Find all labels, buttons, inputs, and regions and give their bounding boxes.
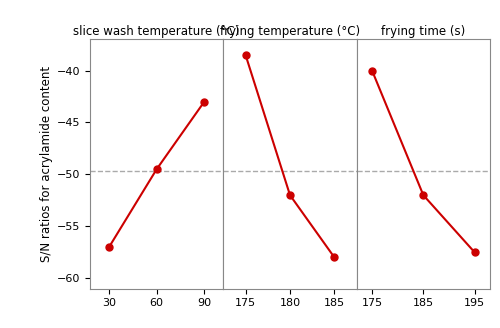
Y-axis label: S/N ratios for acrylamide content: S/N ratios for acrylamide content <box>40 66 52 262</box>
Title: frying time (s): frying time (s) <box>381 25 466 38</box>
Title: frying temperature (°C): frying temperature (°C) <box>220 25 360 38</box>
Title: slice wash temperature (°C): slice wash temperature (°C) <box>74 25 240 38</box>
